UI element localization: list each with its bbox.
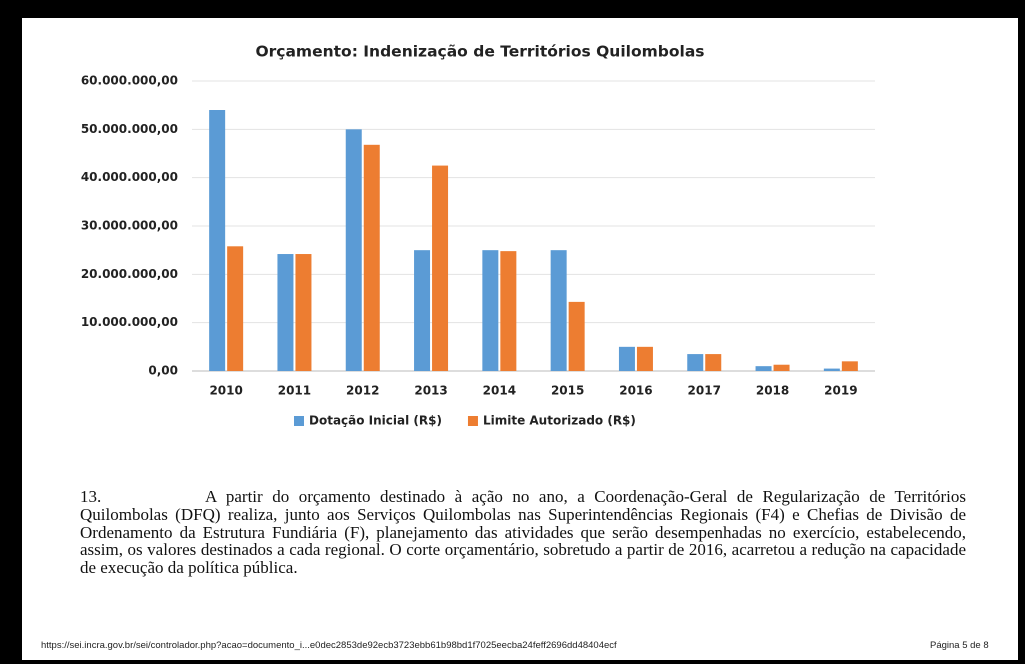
y-tick-label: 40.000.000,00 [81,170,178,184]
chart: Orçamento: Indenização de Territórios Qu… [81,43,875,428]
bar [636,346,653,371]
document-page: Orçamento: Indenização de Territórios Qu… [22,18,1018,660]
bar [755,366,772,371]
y-tick-label: 50.000.000,00 [81,122,178,136]
x-tick-label: 2012 [346,384,379,398]
legend-label: Dotação Inicial (R$) [309,414,442,428]
y-tick-label: 30.000.000,00 [81,219,178,233]
footer-url: https://sei.incra.gov.br/sei/controlador… [41,640,617,651]
x-tick-label: 2013 [414,384,447,398]
bar [568,301,585,371]
x-tick-label: 2014 [483,384,516,398]
footer-page: Página 5 de 8 [930,640,989,651]
bar [841,361,858,371]
bar [687,354,704,371]
bar [550,250,567,371]
legend-swatch [467,416,478,426]
bar [414,250,431,371]
paragraph: 13. A partir do orçamento destinado à açã… [80,488,966,577]
chart-title: Orçamento: Indenização de Territórios Qu… [255,43,704,61]
x-tick-label: 2015 [551,384,584,398]
x-tick-label: 2010 [209,384,242,398]
bar [345,129,362,371]
bar [277,254,294,371]
y-tick-label: 0,00 [148,364,178,378]
bar [227,246,244,371]
bar [209,110,226,371]
paragraph-text: A partir do orçamento destinado à ação n… [80,487,966,578]
legend-swatch [294,416,304,426]
x-tick-label: 2017 [688,384,721,398]
bar [823,368,840,371]
legend-label: Limite Autorizado (R$) [483,414,636,428]
y-tick-label: 10.000.000,00 [81,315,178,329]
bar [295,254,312,371]
y-tick-label: 20.000.000,00 [81,267,178,281]
x-tick-label: 2019 [824,384,857,398]
y-tick-label: 60.000.000,00 [81,74,178,88]
bar [773,364,790,371]
x-tick-label: 2016 [619,384,652,398]
bar [500,251,517,371]
bar [618,346,635,371]
x-tick-label: 2011 [278,384,311,398]
bar [705,354,722,371]
bar [363,144,380,371]
paragraph-number: 13. [80,487,102,506]
bar [432,165,449,371]
x-tick-label: 2018 [756,384,789,398]
bar [482,250,499,371]
